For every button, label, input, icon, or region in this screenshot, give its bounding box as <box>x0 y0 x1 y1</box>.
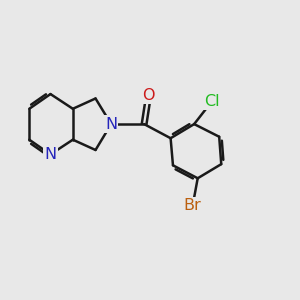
Text: Cl: Cl <box>204 94 220 109</box>
Text: N: N <box>105 117 117 132</box>
Text: N: N <box>44 147 56 162</box>
Text: Br: Br <box>184 198 202 213</box>
Text: O: O <box>142 88 155 103</box>
